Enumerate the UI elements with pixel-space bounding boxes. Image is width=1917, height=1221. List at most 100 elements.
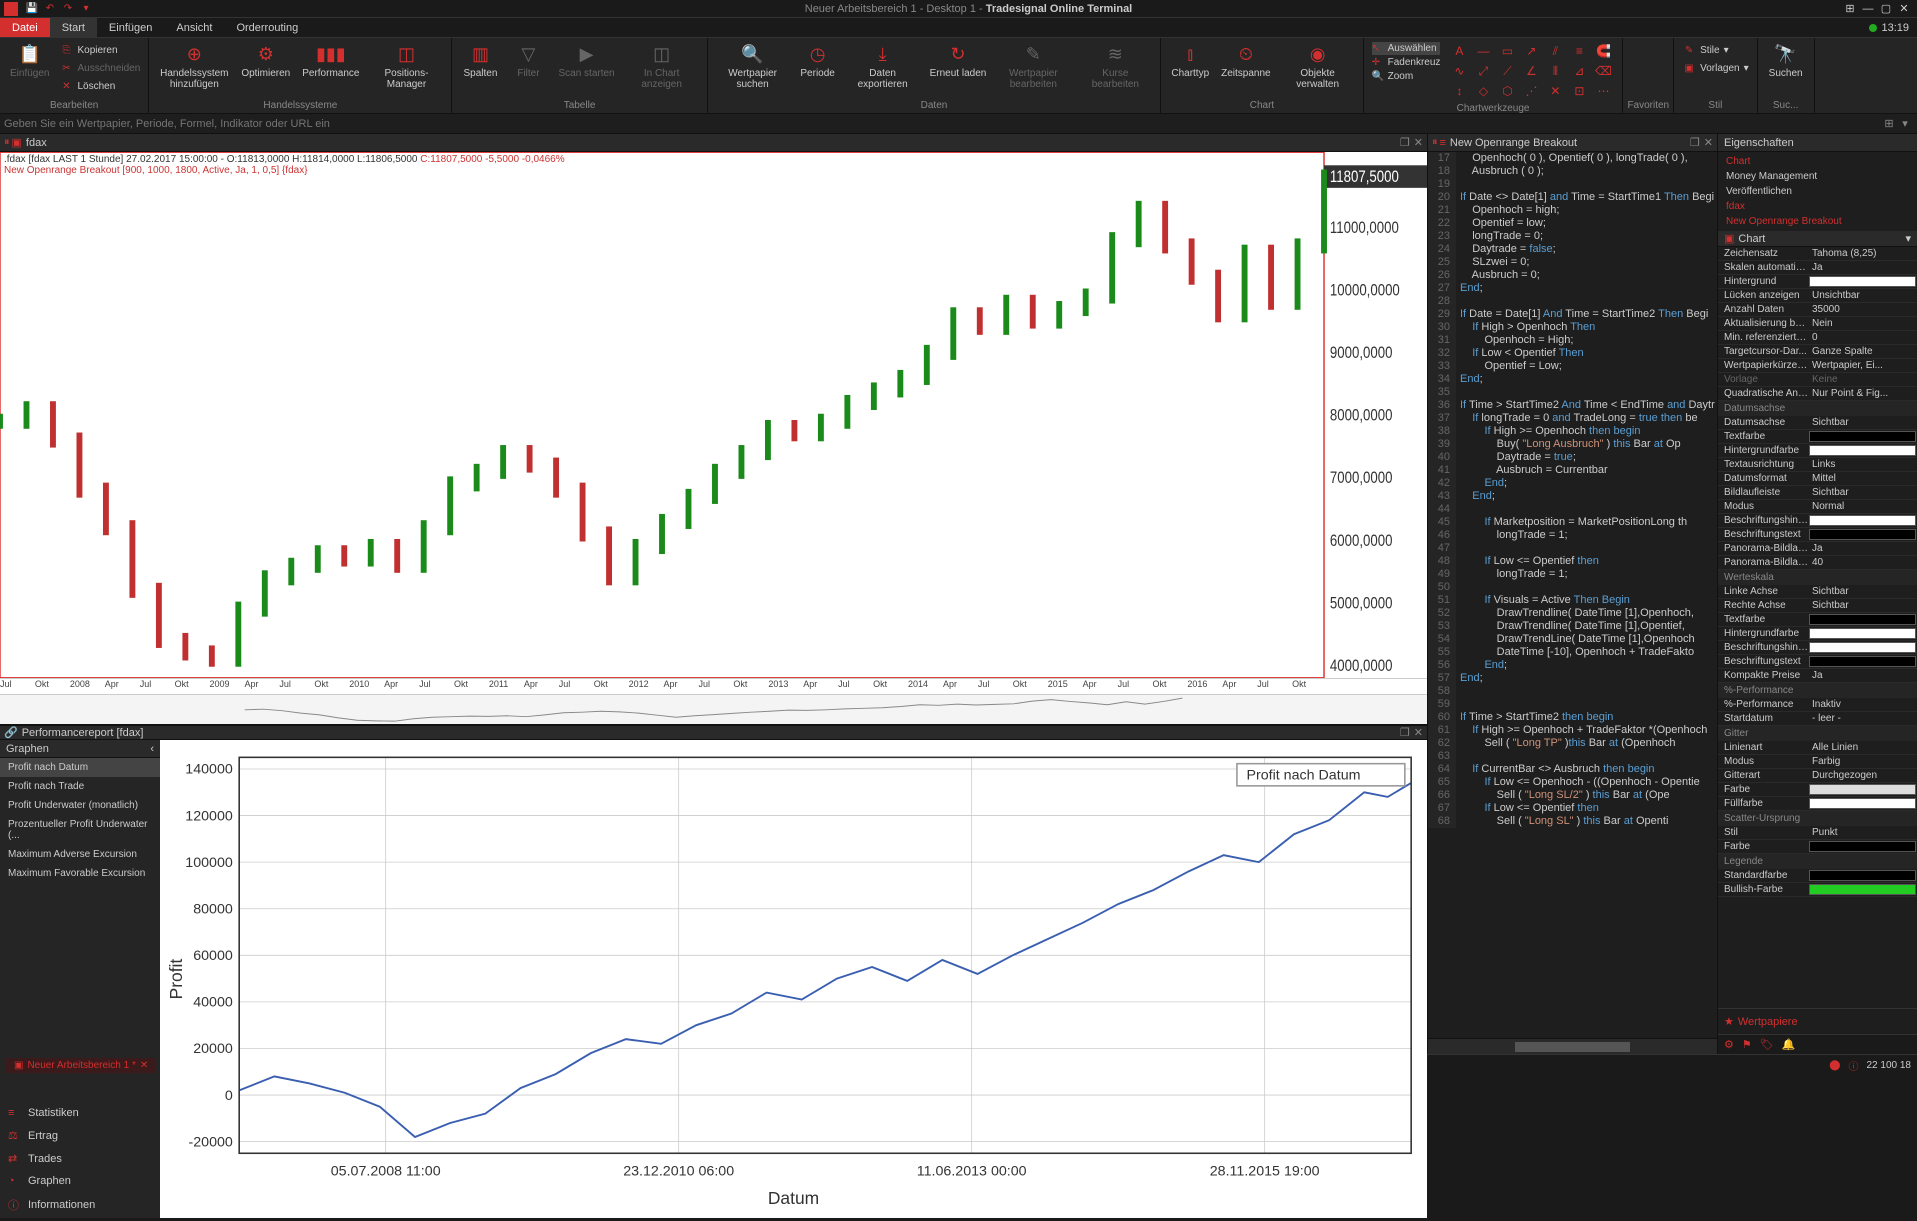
performance-button[interactable]: ▮▮▮Performance (296, 40, 365, 99)
props-row[interactable]: Hintergrund (1718, 275, 1917, 289)
select-tool[interactable]: ↖Auswählen (1372, 42, 1441, 55)
props-tree-item[interactable]: fdax (1718, 199, 1917, 214)
props-tree-item[interactable]: Veröffentlichen (1718, 184, 1917, 199)
props-row[interactable]: Textfarbe (1718, 430, 1917, 444)
perf-chart[interactable]: 140000120000100000800006000040000200000-… (160, 740, 1427, 1218)
undo-icon[interactable]: ↶ (42, 2, 58, 16)
search-button[interactable]: 🔭Suchen (1762, 40, 1810, 99)
props-row[interactable]: Textfarbe (1718, 613, 1917, 627)
fib-icon[interactable]: ≡ (1568, 42, 1590, 60)
props-row[interactable]: ModusFarbig (1718, 755, 1917, 769)
text-tool-icon[interactable]: A (1448, 42, 1470, 60)
props-row[interactable]: Hintergrundfarbe (1718, 444, 1917, 458)
styles-dropdown[interactable]: ✎Stile ▾ (1682, 42, 1749, 59)
props-row[interactable]: StilPunkt (1718, 826, 1917, 840)
perf-sidebar-item[interactable]: Maximum Adverse Excursion (0, 845, 160, 864)
props-row[interactable]: VorlageKeine (1718, 373, 1917, 387)
perf-sidebar-item[interactable]: Prozentueller Profit Underwater (... (0, 815, 160, 845)
maximize-icon[interactable]: ▢ (1877, 2, 1895, 15)
pause-icon[interactable]: ⏸ (4, 136, 10, 149)
props-footer[interactable]: ★ Wertpapiere (1718, 1008, 1917, 1034)
props-row[interactable]: GitterartDurchgezogen (1718, 769, 1917, 783)
close-icon[interactable]: ✕ (1895, 2, 1913, 15)
props-row[interactable]: Linke AchseSichtbar (1718, 585, 1917, 599)
tag-icon[interactable]: 🏷 (1760, 1038, 1774, 1051)
menu-insert[interactable]: Einfügen (97, 18, 164, 37)
close-icon[interactable]: ✕ (140, 1060, 148, 1071)
dropdown-icon[interactable]: ▾ (78, 2, 94, 16)
zoom-tool[interactable]: 🔍Zoom (1372, 70, 1441, 83)
props-row[interactable]: Wertpapierkürzel ...Wertpapier, Ei... (1718, 359, 1917, 373)
bell-icon[interactable]: 🔔 (1782, 1038, 1796, 1051)
props-row[interactable]: ZeichensatzTahoma (8,25) (1718, 247, 1917, 261)
perf-sidebar-item[interactable]: Maximum Favorable Excursion (0, 864, 160, 883)
props-row[interactable]: Targetcursor-Dar...Ganze Spalte (1718, 345, 1917, 359)
props-row[interactable]: Aktualisierung bei...Nein (1718, 317, 1917, 331)
collapse-icon[interactable]: ‹ (150, 743, 154, 755)
copy-button[interactable]: ⎘Kopieren (59, 42, 140, 59)
menu-file[interactable]: Datei (0, 18, 50, 37)
columns-button[interactable]: ▥Spalten (456, 40, 504, 99)
props-row[interactable]: LinienartAlle Linien (1718, 741, 1917, 755)
trend-icon[interactable]: ↗ (1520, 42, 1542, 60)
scan-button[interactable]: ▶Scan starten (552, 40, 620, 99)
tool-icon[interactable]: ∠ (1520, 62, 1542, 80)
wpsearch-button[interactable]: 🔍Wertpapier suchen (712, 40, 794, 99)
channel-icon[interactable]: ⫽ (1544, 42, 1566, 60)
props-row[interactable]: Quadratische Anz...Nur Point & Fig... (1718, 387, 1917, 401)
export-button[interactable]: ⤓Daten exportieren (842, 40, 924, 99)
props-tree-item[interactable]: Money Management (1718, 169, 1917, 184)
menu-view[interactable]: Ansicht (164, 18, 224, 37)
code-restore-icon[interactable]: ❐ (1690, 136, 1700, 149)
tool-icon[interactable]: ✕ (1544, 82, 1566, 100)
props-row[interactable]: Beschriftungstext (1718, 528, 1917, 542)
inchart-button[interactable]: ◫In Chart anzeigen (621, 40, 703, 99)
timespan-button[interactable]: ⏲Zeitspanne (1215, 40, 1276, 99)
perf-sidebar-header[interactable]: Graphen ‹ (0, 740, 160, 758)
props-row[interactable]: ModusNormal (1718, 500, 1917, 514)
objects-button[interactable]: ◉Objekte verwalten (1277, 40, 1359, 99)
gear-icon[interactable]: ⚙ (1724, 1038, 1734, 1051)
props-row[interactable]: Farbe (1718, 783, 1917, 797)
tool-icon[interactable]: ⫴ (1544, 62, 1566, 80)
props-row[interactable]: Kompakte PreiseJa (1718, 669, 1917, 683)
magnet-icon[interactable]: 🧲 (1592, 42, 1614, 60)
tool-icon[interactable]: ⤢ (1472, 62, 1494, 80)
perf-sidebar-item[interactable]: Profit Underwater (monatlich) (0, 796, 160, 815)
chart-restore-icon[interactable]: ❐ (1400, 136, 1410, 149)
chart-close-icon[interactable]: ✕ (1414, 136, 1423, 149)
tool-icon[interactable]: ∿ (1448, 62, 1470, 80)
props-row[interactable]: Anzahl Daten35000 (1718, 303, 1917, 317)
wpedit-button[interactable]: ✎Wertpapier bearbeiten (992, 40, 1074, 99)
code-hscroll[interactable] (1428, 1038, 1717, 1054)
props-row[interactable]: Startdatum- leer - (1718, 712, 1917, 726)
perf-nav-item[interactable]: ⓘInformationen (0, 1192, 160, 1218)
props-row[interactable]: Beschriftungshint... (1718, 641, 1917, 655)
redo-icon[interactable]: ↷ (60, 2, 76, 16)
tool-icon[interactable]: ⋯ (1592, 82, 1614, 100)
perf-sidebar-item[interactable]: Profit nach Datum (0, 758, 160, 777)
price-chart[interactable]: 11807,500011807,500011000,000010000,0000… (0, 152, 1427, 678)
props-row[interactable]: Panorama-Bildlauf...Ja (1718, 542, 1917, 556)
add-system-button[interactable]: ⊕Handelssystem hinzufügen (153, 40, 235, 99)
props-row[interactable]: Bullish-Farbe (1718, 883, 1917, 897)
code-close-icon[interactable]: ✕ (1704, 136, 1713, 149)
tool-icon[interactable]: ⬡ (1496, 82, 1518, 100)
props-tree-item[interactable]: Chart (1718, 154, 1917, 169)
props-row[interactable]: Füllfarbe (1718, 797, 1917, 811)
code-tab-title[interactable]: New Openrange Breakout (1450, 137, 1690, 149)
charttype-button[interactable]: ⫾Charttyp (1165, 40, 1215, 99)
props-row[interactable]: Hintergrundfarbe (1718, 627, 1917, 641)
chart-tab-title[interactable]: fdax (26, 137, 1400, 149)
workspace-tab[interactable]: ▣ Neuer Arbeitsbereich 1 * ✕ (6, 1058, 156, 1073)
tool-icon[interactable]: ⟋ (1496, 62, 1518, 80)
eraser-icon[interactable]: ⌫ (1592, 62, 1614, 80)
perf-nav-item[interactable]: ≡Statistiken (0, 1102, 160, 1124)
formula-expand-icon[interactable]: ⊞ (1881, 117, 1897, 130)
props-row[interactable]: Panorama-Bildlauf...40 (1718, 556, 1917, 570)
formula-input[interactable] (4, 118, 1881, 130)
info-icon[interactable]: ⓘ (1849, 1058, 1859, 1073)
props-row[interactable]: Min. referenzierte...0 (1718, 331, 1917, 345)
props-row[interactable]: Standardfarbe (1718, 869, 1917, 883)
perf-nav-item[interactable]: ⇄Trades (0, 1147, 160, 1170)
